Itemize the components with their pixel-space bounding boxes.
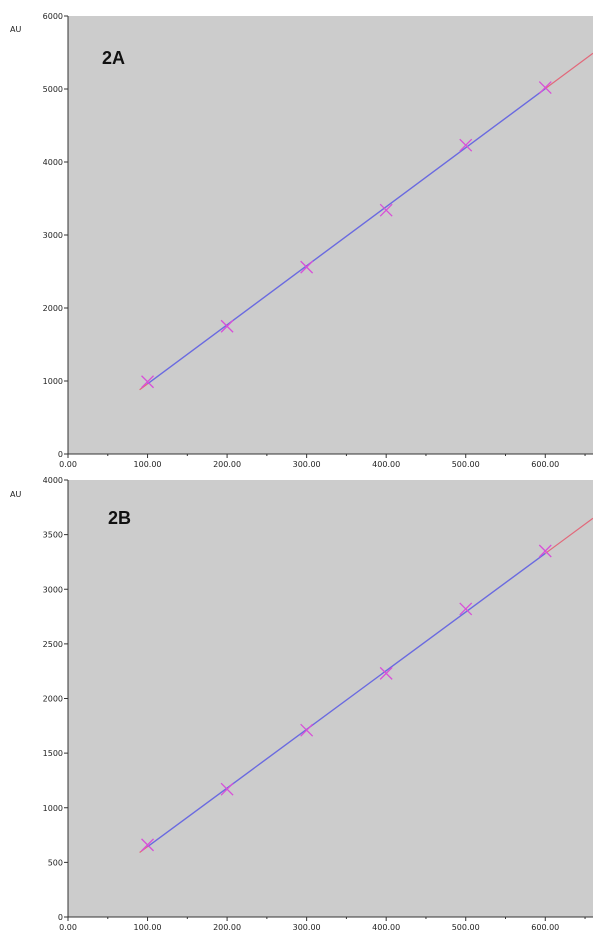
chart-2b-y-tick-label: 1000 bbox=[43, 804, 63, 813]
chart-2a-x-tick-label: 200.00 bbox=[213, 460, 241, 469]
chart-2a-x-tick-label: 400.00 bbox=[372, 460, 400, 469]
chart-2a-x-tick-label: 0.00 bbox=[59, 460, 77, 469]
chart-2a-data-point-stroke bbox=[538, 81, 552, 94]
chart-2a-y-axis-unit: AU bbox=[10, 25, 21, 34]
chart-2a-plot-area bbox=[68, 16, 593, 454]
chart-2b-x-tick-label: 0.00 bbox=[59, 923, 77, 932]
chart-2a-data-point-stroke bbox=[220, 319, 234, 333]
chart-2b-data-point-stroke bbox=[459, 602, 473, 616]
chart-2b-data-point bbox=[220, 782, 234, 796]
chart-2b-data-point bbox=[538, 544, 552, 558]
chart-2a-y-tick-label: 3000 bbox=[43, 231, 63, 240]
chart-2a-x-tick-label: 300.00 bbox=[293, 460, 321, 469]
chart-2b-x-tick-label: 200.00 bbox=[213, 923, 241, 932]
chart-2b-y-tick-label: 2000 bbox=[43, 695, 63, 704]
chart-2a-y-tick-label: 6000 bbox=[43, 12, 63, 21]
chart-2b-x-tick-label: 100.00 bbox=[134, 923, 162, 932]
chart-2a-data-point bbox=[459, 138, 473, 152]
chart-2a-data-point bbox=[300, 260, 314, 274]
chart-2a-data-point bbox=[141, 375, 155, 389]
chart-2b-data-point-stroke bbox=[300, 723, 314, 737]
chart-2b-y-tick-label: 2500 bbox=[43, 640, 63, 649]
chart-2b-x-tick-label: 600.00 bbox=[531, 923, 559, 932]
chart-2b-y-tick-label: 4000 bbox=[43, 476, 63, 485]
chart-2b-panel-label: 2B bbox=[108, 508, 131, 528]
chart-2b-y-axis-unit: AU bbox=[10, 490, 21, 499]
chart-2a-y-tick-label: 5000 bbox=[43, 85, 63, 94]
chart-2b-y-tick-label: 1500 bbox=[43, 749, 63, 758]
chart-2b-x-tick-label: 500.00 bbox=[452, 923, 480, 932]
chart-2b-group: 0 500 1000 1500 2000 2500 3000 3500 4000 0.00 100.… bbox=[10, 476, 593, 932]
chart-2a-x-tick-label: 100.00 bbox=[134, 460, 162, 469]
chart-2b-data-point-stroke bbox=[141, 838, 155, 852]
chart-2b-y-tick-label: 500 bbox=[48, 858, 63, 867]
chart-2b-data-point-stroke bbox=[538, 544, 552, 558]
chart-2a-data-point-stroke bbox=[379, 203, 393, 217]
chart-2b-x-tick-label: 400.00 bbox=[372, 923, 400, 932]
chart-2b-plot-area bbox=[68, 480, 593, 917]
chart-2b-data-point bbox=[300, 723, 314, 737]
chart-2a-calibration-line bbox=[147, 88, 546, 385]
chart-2b-fit-line-high-extension bbox=[544, 517, 593, 554]
chart-2a-fit-line-low-extension bbox=[139, 383, 148, 391]
chart-2a-panel-label: 2A bbox=[102, 48, 125, 68]
chart-2b-y-tick-label: 3000 bbox=[43, 585, 63, 594]
chart-2a-data-point bbox=[379, 203, 393, 217]
chart-2a-x-tick-label: 500.00 bbox=[452, 460, 480, 469]
chart-2a-y-tick-label: 2000 bbox=[43, 304, 63, 313]
chart-2a-data-point bbox=[220, 319, 234, 333]
chart-2a-group: 0 1000 2000 3000 4000 5000 6000 0.00 100.00 200.0… bbox=[10, 12, 593, 469]
chart-2b-data-point-stroke bbox=[379, 666, 393, 680]
chart-2b-data-point-stroke bbox=[220, 782, 234, 796]
chart-2b-x-tick-label: 300.00 bbox=[293, 923, 321, 932]
chart-2a-y-tick-label: 4000 bbox=[43, 158, 63, 167]
chart-2b-data-point bbox=[141, 838, 155, 852]
chart-2a-data-point-stroke bbox=[459, 138, 473, 152]
chart-2b-data-point bbox=[379, 666, 393, 680]
chart-2b-y-tick-label: 0 bbox=[58, 913, 63, 922]
chart-2b-data-point bbox=[459, 602, 473, 616]
chart-2a-fit-line-high-extension bbox=[544, 52, 593, 90]
chart-2a-data-point bbox=[538, 81, 552, 94]
chart-2a-y-tick-label: 0 bbox=[58, 450, 63, 459]
chart-2b-calibration-line bbox=[147, 552, 546, 848]
chart-2a-x-tick-label: 600.00 bbox=[531, 460, 559, 469]
chart-2a-y-tick-label: 1000 bbox=[43, 377, 63, 386]
chart-2b-y-tick-label: 3500 bbox=[43, 531, 63, 540]
chart-2a-data-point-stroke bbox=[141, 375, 155, 389]
chart-2a-data-point-stroke bbox=[300, 260, 314, 274]
